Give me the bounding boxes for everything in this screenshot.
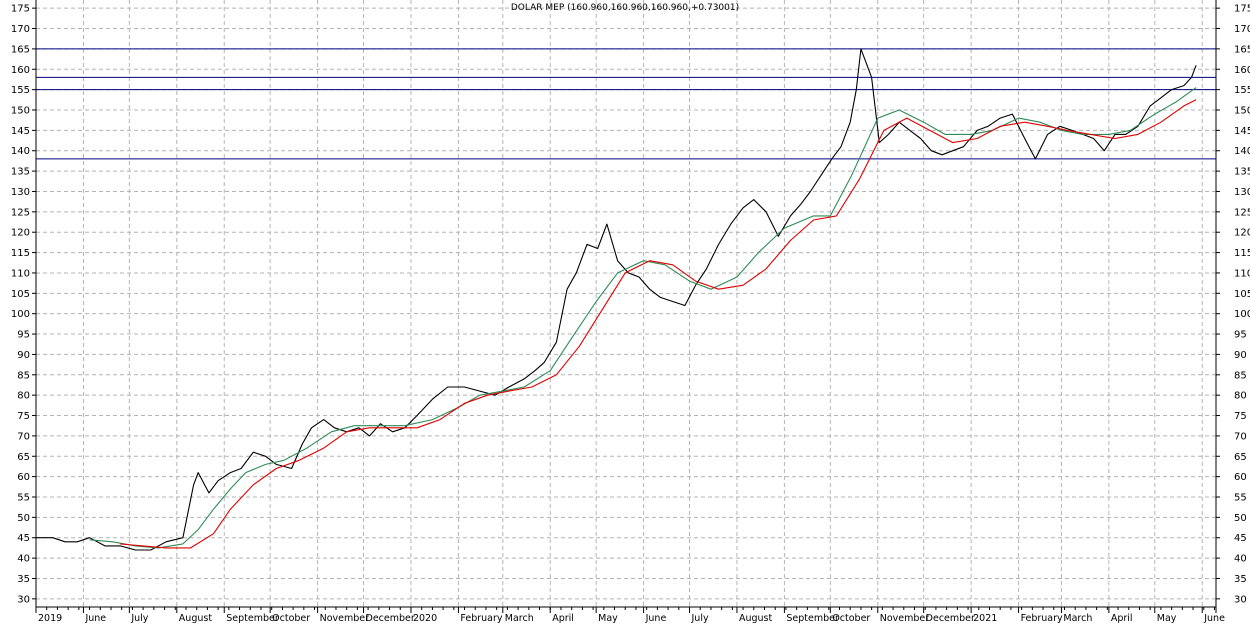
x-tick-label: April (552, 613, 574, 624)
x-tick-label: February (1021, 613, 1063, 624)
x-tick-label: October (272, 613, 310, 624)
x-tick-label: December (366, 613, 415, 624)
x-tick-label: September (786, 613, 839, 624)
y-tick-label-left: 40 (17, 554, 30, 565)
y-tick-label-right: 165 (1234, 44, 1250, 55)
y-tick-label-right: 55 (1234, 493, 1247, 504)
y-tick-label-left: 85 (17, 370, 30, 381)
x-tick-label: August (739, 613, 773, 624)
axes: 30 30 35 35 40 40 45 45 50 50 55 55 60 60 65 65 70 70 75 75… (11, 0, 1250, 624)
x-tick-label: June (645, 613, 667, 624)
series-line-1 (36, 48, 1197, 551)
y-tick-label-right: 90 (1234, 350, 1247, 361)
x-tick-label: June (84, 613, 106, 624)
y-tick-label-right: 95 (1234, 330, 1247, 341)
y-tick-label-right: 155 (1234, 85, 1250, 96)
y-tick-label-left: 90 (17, 350, 30, 361)
y-tick-label-left: 120 (11, 228, 30, 239)
y-tick-label-right: 105 (1234, 289, 1250, 300)
x-tick-label: May (598, 613, 618, 624)
y-tick-label-left: 115 (11, 248, 30, 259)
y-tick-label-right: 125 (1234, 207, 1250, 218)
y-tick-label-left: 125 (11, 207, 30, 218)
y-tick-label-right: 175 (1234, 4, 1250, 15)
y-tick-label-left: 45 (17, 533, 30, 544)
y-tick-label-left: 175 (11, 4, 30, 15)
grid (35, 0, 1216, 607)
x-tick-label: April (1111, 613, 1133, 624)
y-tick-label-right: 130 (1234, 187, 1250, 198)
y-tick-label-left: 145 (11, 126, 30, 137)
y-tick-label-right: 140 (1234, 146, 1250, 157)
y-tick-label-left: 150 (11, 105, 30, 116)
y-tick-label-right: 85 (1234, 370, 1247, 381)
y-tick-label-left: 170 (11, 24, 30, 35)
y-tick-label-right: 115 (1234, 248, 1250, 259)
x-tick-label: May (1157, 613, 1177, 624)
y-tick-label-right: 110 (1234, 268, 1250, 279)
y-tick-label-right: 75 (1234, 411, 1247, 422)
y-tick-label-right: 120 (1234, 228, 1250, 239)
y-tick-label-right: 35 (1234, 574, 1247, 585)
y-tick-label-left: 65 (17, 452, 30, 463)
y-tick-label-left: 95 (17, 330, 30, 341)
y-tick-label-left: 130 (11, 187, 30, 198)
y-tick-label-left: 105 (11, 289, 30, 300)
y-tick-label-right: 30 (1234, 594, 1247, 605)
x-tick-label: August (179, 613, 213, 624)
y-tick-label-left: 70 (17, 431, 30, 442)
y-tick-label-right: 150 (1234, 105, 1250, 116)
x-tick-label: December (926, 613, 975, 624)
y-tick-label-left: 60 (17, 472, 30, 483)
y-tick-label-right: 145 (1234, 126, 1250, 137)
y-tick-label-left: 110 (11, 268, 30, 279)
series-line-2 (89, 87, 1197, 549)
y-tick-label-right: 80 (1234, 391, 1247, 402)
series-lines (36, 48, 1197, 551)
y-tick-label-left: 100 (11, 309, 30, 320)
x-tick-label: November (880, 613, 930, 624)
x-tick-label: 2019 (38, 613, 62, 624)
y-tick-label-right: 70 (1234, 431, 1247, 442)
y-tick-label-right: 170 (1234, 24, 1250, 35)
x-tick-label: July (691, 613, 709, 624)
x-tick-label: September (226, 613, 279, 624)
chart-title: DOLAR MEP (160.960,160.960,160.960,+0.73… (511, 3, 739, 13)
x-tick-label: July (130, 613, 148, 624)
horizontal-lines (36, 48, 1216, 160)
y-tick-label-right: 100 (1234, 309, 1250, 320)
y-tick-label-left: 135 (11, 167, 30, 178)
y-tick-label-left: 55 (17, 493, 30, 504)
y-tick-label-left: 75 (17, 411, 30, 422)
x-tick-label: 2020 (413, 613, 437, 624)
y-tick-label-left: 30 (17, 594, 30, 605)
x-tick-label: June (1203, 613, 1225, 624)
y-tick-label-left: 155 (11, 85, 30, 96)
y-tick-label-right: 40 (1234, 554, 1247, 565)
y-tick-label-right: 160 (1234, 65, 1250, 76)
y-tick-label-left: 165 (11, 44, 30, 55)
series-line-3 (120, 99, 1197, 549)
x-tick-label: February (460, 613, 502, 624)
y-tick-label-left: 140 (11, 146, 30, 157)
y-tick-label-right: 135 (1234, 167, 1250, 178)
x-tick-label: October (832, 613, 870, 624)
y-tick-label-right: 60 (1234, 472, 1247, 483)
y-tick-label-right: 65 (1234, 452, 1247, 463)
y-tick-label-left: 160 (11, 65, 30, 76)
y-tick-label-left: 80 (17, 391, 30, 402)
x-tick-label: 2021 (973, 613, 997, 624)
x-tick-label: March (505, 613, 534, 624)
x-tick-label: March (1063, 613, 1092, 624)
x-tick-label: November (320, 613, 370, 624)
y-tick-label-left: 50 (17, 513, 30, 524)
y-tick-label-left: 35 (17, 574, 30, 585)
y-tick-label-right: 45 (1234, 533, 1247, 544)
y-tick-label-right: 50 (1234, 513, 1247, 524)
plot-area (36, 0, 1216, 607)
